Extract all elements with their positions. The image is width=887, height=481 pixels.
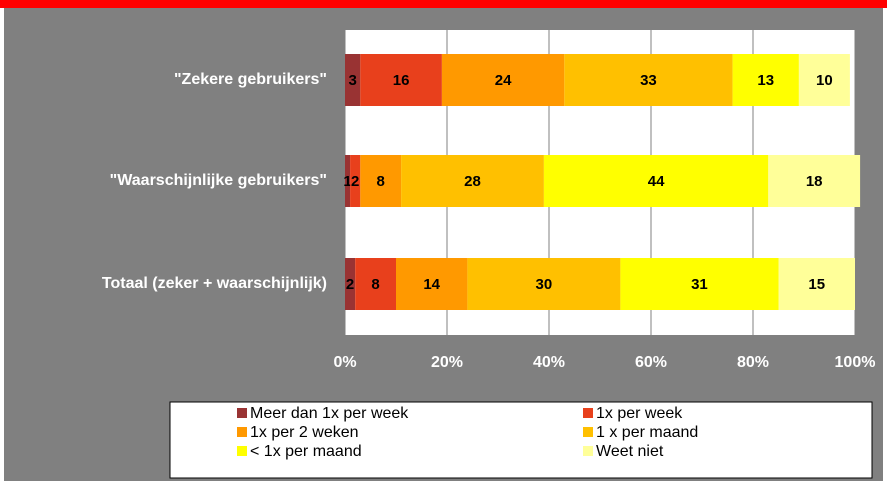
value-label: 15: [808, 276, 825, 293]
legend-label: Meer dan 1x per week: [250, 405, 409, 422]
bar-segment: [350, 155, 361, 207]
value-label: 44: [648, 173, 665, 190]
bar-segment: [360, 54, 442, 106]
bar-segment: [543, 155, 769, 207]
value-label: 2: [346, 276, 354, 293]
bar-segment: [396, 258, 468, 310]
bar-segment: [345, 155, 351, 207]
bar-segment: [732, 54, 799, 106]
bar-segment: [441, 54, 565, 106]
legend-swatch: [237, 446, 247, 456]
y-tick-label: "Waarschijnlijke gebruikers": [110, 172, 327, 189]
legend-swatch: [237, 427, 247, 437]
value-label: 1: [343, 173, 351, 190]
value-label: 33: [640, 72, 657, 89]
value-label: 10: [816, 72, 833, 89]
y-tick-label: "Zekere gebruikers": [174, 71, 327, 88]
value-label: 28: [464, 173, 481, 190]
value-label: 30: [536, 276, 553, 293]
bar-segment: [355, 258, 396, 310]
value-label: 3: [348, 72, 356, 89]
value-label: 8: [377, 173, 385, 190]
value-label: 14: [423, 276, 440, 293]
legend: [169, 401, 873, 479]
value-label: 8: [371, 276, 379, 293]
bar-segment: [360, 155, 402, 207]
legend-swatch: [583, 408, 593, 418]
legend-label: 1x per 2 weken: [250, 424, 359, 441]
x-tick-label: 20%: [431, 354, 463, 371]
legend-label: 1 x per maand: [596, 424, 698, 441]
bar-segment: [798, 54, 850, 106]
value-label: 2: [351, 173, 359, 190]
value-label: 24: [495, 72, 512, 89]
bar-segment: [467, 258, 621, 310]
x-tick-label: 60%: [635, 354, 667, 371]
legend-label: Weet niet: [596, 443, 664, 460]
bar-segment: [778, 258, 855, 310]
bar-segment: [768, 155, 861, 207]
y-tick-label: Totaal (zeker + waarschijnlijk): [102, 275, 327, 292]
legend-swatch: [583, 427, 593, 437]
bar-segment: [345, 54, 361, 106]
legend-label: 1x per week: [596, 405, 683, 422]
value-label: 16: [393, 72, 410, 89]
bar-segment: [345, 258, 356, 310]
legend-label: < 1x per maand: [250, 443, 362, 460]
value-label: 13: [757, 72, 774, 89]
x-tick-label: 0%: [333, 354, 356, 371]
value-label: 31: [691, 276, 708, 293]
bar-segment: [620, 258, 779, 310]
x-tick-label: 40%: [533, 354, 565, 371]
bar-segment: [564, 54, 733, 106]
legend-swatch: [583, 446, 593, 456]
top-banner: [0, 0, 887, 8]
bar-segment: [401, 155, 544, 207]
x-tick-label: 80%: [737, 354, 769, 371]
x-tick-label: 100%: [835, 354, 876, 371]
value-label: 18: [806, 173, 823, 190]
legend-swatch: [237, 408, 247, 418]
